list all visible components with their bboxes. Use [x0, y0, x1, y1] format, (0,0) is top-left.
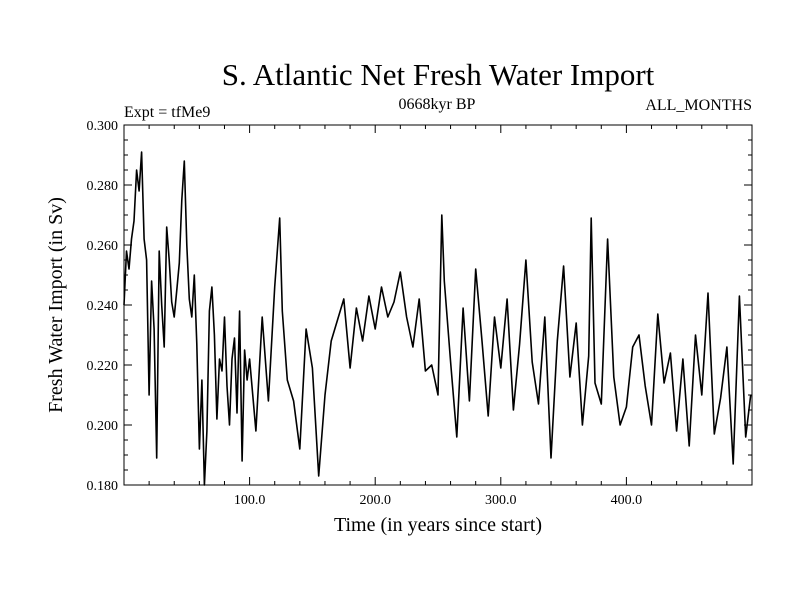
y-axis-label: Fresh Water Import (in Sv) — [45, 197, 67, 413]
series-line — [123, 151, 752, 486]
plot-area — [123, 124, 753, 486]
x-axis-label: Time (in years since start) — [334, 514, 542, 536]
x-tick-label: 200.0 — [359, 493, 391, 508]
subtitle-right: ALL_MONTHS — [645, 97, 752, 114]
y-tick-label: 0.300 — [87, 119, 119, 134]
x-axis-ticks: 100.0 200.0 300.0 400.0 — [148, 125, 728, 508]
chart-title: S. Atlantic Net Fresh Water Import — [222, 57, 655, 92]
subtitle-center: 0668kyr BP — [399, 96, 476, 113]
x-tick-label: 100.0 — [234, 493, 266, 508]
x-tick-label: 300.0 — [485, 493, 517, 508]
y-tick-label: 0.180 — [87, 479, 119, 494]
y-tick-label: 0.240 — [87, 299, 119, 314]
y-tick-label: 0.200 — [87, 419, 119, 434]
y-tick-label: 0.280 — [87, 179, 119, 194]
y-tick-label: 0.260 — [87, 239, 119, 254]
subtitle-left: Expt = tfMe9 — [124, 104, 210, 121]
y-axis-ticks: 0.180 0.200 0.220 0.240 0.260 0.280 0.300 — [87, 119, 752, 494]
y-tick-label: 0.220 — [87, 359, 119, 374]
x-tick-label: 400.0 — [611, 493, 643, 508]
